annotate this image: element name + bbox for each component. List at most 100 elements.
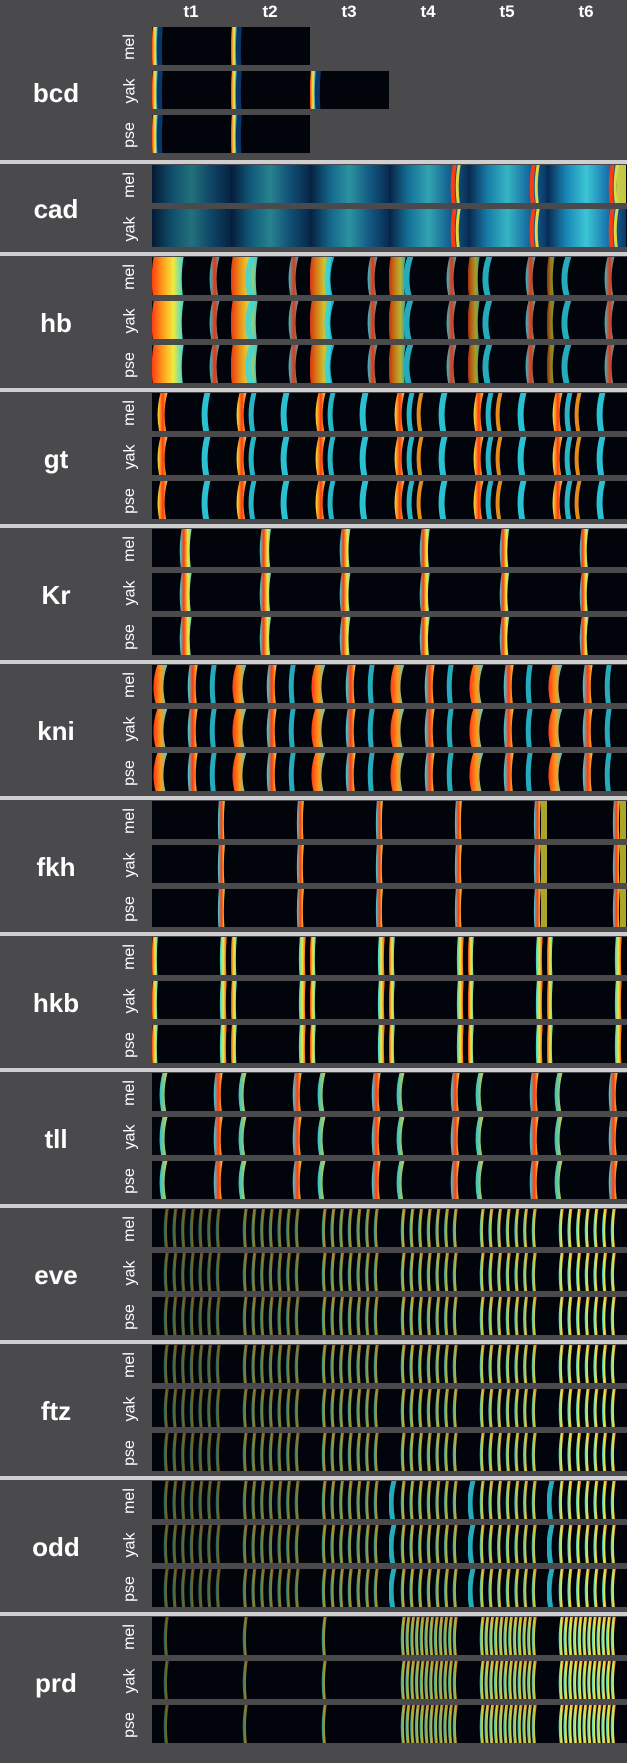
species-label-text: yak <box>121 1260 138 1286</box>
expression-panel <box>152 889 231 927</box>
expression-panel <box>231 981 310 1019</box>
expression-panel <box>468 1705 547 1743</box>
expression-panel <box>152 1209 231 1247</box>
expression-panel <box>152 573 231 611</box>
expression-pattern <box>389 1481 458 1519</box>
expression-panel <box>547 617 627 655</box>
expression-pattern <box>468 345 536 383</box>
expression-panel <box>468 165 547 203</box>
expression-panel <box>310 981 389 1019</box>
expression-pattern <box>153 709 217 747</box>
expression-panel <box>310 1345 389 1383</box>
expression-pattern <box>419 529 430 567</box>
expression-panel <box>389 1161 468 1199</box>
expression-panel <box>468 573 547 611</box>
expression-panel <box>547 529 627 567</box>
expression-pattern <box>231 115 242 153</box>
expression-pattern <box>389 257 457 295</box>
group-separator <box>0 1612 627 1616</box>
species-label-text: yak <box>121 1668 138 1694</box>
expression-pattern <box>479 1389 537 1427</box>
expression-pattern <box>558 1661 616 1699</box>
gene-label: hb <box>40 308 72 338</box>
species-label-text: pse <box>120 1576 138 1602</box>
expression-panel <box>389 753 468 791</box>
expression-pattern <box>242 1209 300 1247</box>
expression-panel <box>547 1073 627 1111</box>
expression-panel <box>389 1209 468 1247</box>
species-label: pse <box>112 1032 148 1058</box>
expression-panel <box>547 1661 627 1699</box>
expression-panel <box>152 665 231 703</box>
expression-pattern <box>479 1617 537 1655</box>
gene-label: ftz <box>40 1396 72 1426</box>
expression-pattern <box>400 1661 458 1699</box>
expression-panel <box>231 1389 310 1427</box>
species-label-text: mel <box>121 172 138 198</box>
expression-panel <box>310 1253 389 1291</box>
species-label: yak <box>112 581 148 606</box>
expression-pattern <box>479 1345 537 1383</box>
expression-pattern <box>242 1617 248 1655</box>
expression-panel <box>547 1617 627 1655</box>
expression-panel <box>231 937 310 975</box>
expression-panel <box>468 1161 547 1199</box>
expression-pattern <box>152 257 220 295</box>
species-label: pse <box>112 1576 148 1602</box>
expression-pattern <box>236 393 290 431</box>
expression-panel <box>547 1253 627 1291</box>
species-label-text: yak <box>121 1124 138 1150</box>
expression-panel <box>389 845 468 883</box>
expression-pattern <box>547 257 615 295</box>
expression-pattern <box>533 801 547 839</box>
expression-panel <box>389 937 468 975</box>
expression-panel <box>310 257 389 295</box>
expression-pattern <box>310 937 385 975</box>
expression-panel <box>152 1705 231 1743</box>
expression-panel <box>389 301 468 339</box>
expression-pattern <box>310 71 321 109</box>
expression-panel <box>310 1297 389 1335</box>
expression-panel <box>231 1481 310 1519</box>
expression-panel <box>231 257 310 295</box>
expression-pattern <box>400 1209 458 1247</box>
expression-pattern <box>400 1253 458 1291</box>
expression-panel <box>310 1073 389 1111</box>
expression-pattern <box>389 981 464 1019</box>
expression-pattern <box>163 1481 221 1519</box>
expression-pattern <box>321 1389 379 1427</box>
expression-panel <box>468 1297 547 1335</box>
expression-panel <box>310 1433 389 1471</box>
expression-panel <box>389 1297 468 1335</box>
expression-panel <box>231 573 310 611</box>
expression-panel <box>310 1209 389 1247</box>
gene-label: odd <box>32 1532 80 1562</box>
expression-pattern <box>321 1661 327 1699</box>
species-label: pse <box>112 122 148 148</box>
expression-pattern <box>554 1117 618 1155</box>
species-label-text: mel <box>121 1080 138 1106</box>
expression-pattern <box>157 393 211 431</box>
expression-pattern <box>612 845 626 883</box>
expression-pattern <box>153 753 217 791</box>
species-label: pse <box>112 624 148 650</box>
expression-panel <box>152 481 231 519</box>
expression-pattern <box>242 1705 248 1743</box>
expression-pattern <box>547 301 615 339</box>
expression-pattern <box>321 1345 379 1383</box>
species-label-text: yak <box>121 1532 138 1558</box>
expression-pattern <box>554 1161 618 1199</box>
expression-panel <box>310 71 389 109</box>
species-label-text: mel <box>121 1488 138 1514</box>
expression-pattern <box>317 1161 381 1199</box>
species-label: yak <box>112 79 148 104</box>
expression-panel <box>389 1389 468 1427</box>
expression-panel <box>152 1073 231 1111</box>
expression-panel <box>389 1117 468 1155</box>
expression-pattern <box>479 1661 537 1699</box>
expression-pattern <box>579 529 589 567</box>
expression-panel <box>310 709 389 747</box>
species-label-text: yak <box>121 580 138 606</box>
expression-pattern <box>533 845 547 883</box>
